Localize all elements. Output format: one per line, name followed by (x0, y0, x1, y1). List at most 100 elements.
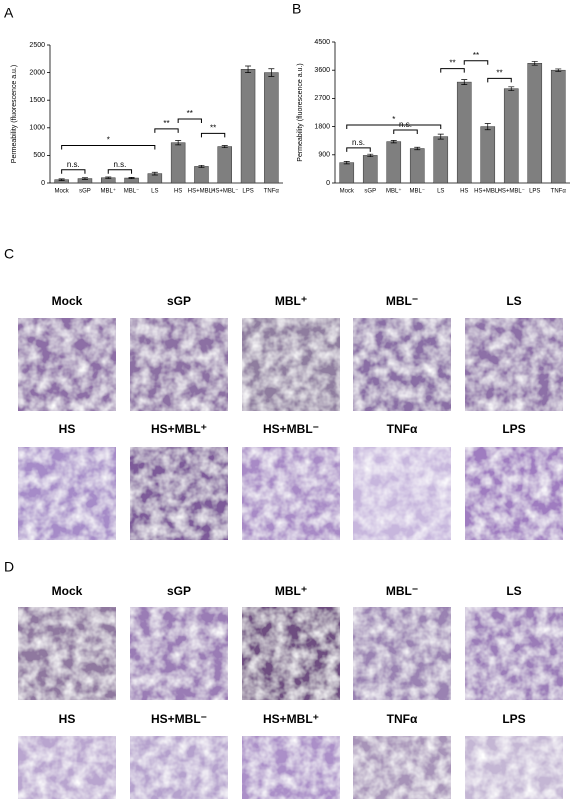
y-tick-label: 900 (318, 152, 330, 159)
significance-bracket (487, 77, 512, 83)
image-label: LS (506, 294, 521, 308)
bar (339, 162, 355, 184)
significance-bracket (61, 144, 156, 150)
y-tick-label: 1800 (314, 123, 330, 130)
bar (456, 81, 472, 184)
error-bar (461, 79, 468, 85)
significance-bracket (346, 147, 371, 152)
significance-bracket (440, 68, 465, 73)
y-axis-label: Permeability (fluorescence a.u.) (297, 63, 304, 161)
x-tick-label: HS (174, 189, 182, 195)
bar (503, 88, 519, 184)
y-tick-label: 0 (326, 180, 330, 187)
image-label: Mock (52, 584, 83, 598)
image-label: HS+MBL⁺ (151, 422, 207, 436)
image-label: HS+MBL⁻ (263, 422, 319, 436)
x-tick-label: MBL⁺ (100, 188, 116, 195)
bar (550, 69, 566, 184)
micrograph (130, 607, 228, 700)
significance-label: ** (496, 68, 502, 77)
micrograph (465, 447, 563, 540)
bar (409, 148, 425, 184)
image-label: sGP (167, 294, 191, 308)
error-bar (414, 146, 421, 151)
y-tick-label: 2700 (314, 95, 330, 102)
y-tick-label: 4500 (314, 39, 330, 46)
significance-bracket (61, 169, 86, 174)
error-bar (105, 176, 112, 179)
significance-bracket (463, 60, 489, 65)
x-tick-label: sGP (364, 189, 376, 195)
error-bar (437, 133, 444, 140)
micrograph (353, 736, 451, 799)
error-bar (508, 86, 515, 91)
significance-label: n.s. (113, 160, 126, 169)
y-axis-label: Permeability (fluorescence a.u.) (11, 65, 18, 163)
panel-letter: D (4, 559, 14, 575)
significance-bracket (393, 129, 418, 135)
y-tick-label: 2500 (29, 42, 45, 49)
bar (386, 141, 402, 184)
x-tick-label: sGP (79, 189, 91, 195)
x-tick-label: MBL⁻ (409, 189, 425, 195)
error-bar (390, 140, 397, 144)
error-bar (128, 177, 135, 180)
error-bar (151, 171, 158, 176)
x-tick-label: HS+MBL⁺ (474, 188, 501, 195)
micrograph (18, 607, 116, 700)
x-tick-label: LS (437, 189, 444, 195)
image-label: LS (506, 584, 521, 598)
significance-label: ** (473, 51, 479, 60)
micrograph (465, 318, 563, 411)
micrograph (465, 607, 563, 700)
micrograph (353, 318, 451, 411)
x-tick-label: TNFα (264, 189, 280, 195)
y-tick-label: 0 (41, 180, 45, 187)
micrograph (242, 447, 340, 540)
bar (527, 63, 543, 184)
micrograph (130, 736, 228, 799)
error-bar (531, 61, 538, 66)
micrograph (242, 607, 340, 700)
micrograph (18, 736, 116, 799)
micrograph (242, 736, 340, 799)
image-label: HS+MBL⁺ (263, 712, 319, 726)
x-tick-label: LS (151, 189, 158, 195)
y-tick-label: 2000 (29, 69, 45, 76)
x-tick-label: LPS (242, 189, 253, 195)
x-tick-label: MBL⁺ (386, 188, 402, 195)
image-label: MBL⁺ (275, 584, 307, 598)
panel-letter: C (4, 246, 14, 262)
error-bar (484, 123, 491, 131)
significance-label: ** (449, 59, 455, 68)
significance-label: ** (210, 123, 216, 132)
significance-label: n.s. (352, 138, 365, 147)
bar (194, 166, 209, 184)
significance-label: n.s. (67, 160, 80, 169)
x-tick-label: HS+MBL⁻ (498, 189, 525, 195)
x-tick-label: Mock (54, 189, 69, 195)
panel-letter: B (292, 1, 301, 17)
image-label: MBL⁻ (386, 294, 418, 308)
image-label: HS (59, 712, 76, 726)
micrograph (130, 318, 228, 411)
bar (362, 155, 378, 184)
significance-bracket (107, 169, 133, 174)
image-label: TNFα (387, 422, 418, 436)
image-label: MBL⁺ (275, 294, 307, 308)
error-bar (555, 68, 562, 72)
x-tick-label: LPS (529, 189, 540, 195)
x-tick-label: Mock (340, 189, 355, 195)
error-bar (367, 153, 374, 158)
x-tick-label: TNFα (551, 189, 567, 195)
error-bar (81, 177, 88, 180)
bar (240, 69, 256, 184)
bar (170, 142, 186, 184)
significance-label: ** (163, 119, 169, 128)
error-bar (198, 164, 205, 168)
micrograph (130, 447, 228, 540)
bar (264, 72, 279, 184)
image-label: LPS (502, 422, 525, 436)
image-label: HS (59, 422, 76, 436)
